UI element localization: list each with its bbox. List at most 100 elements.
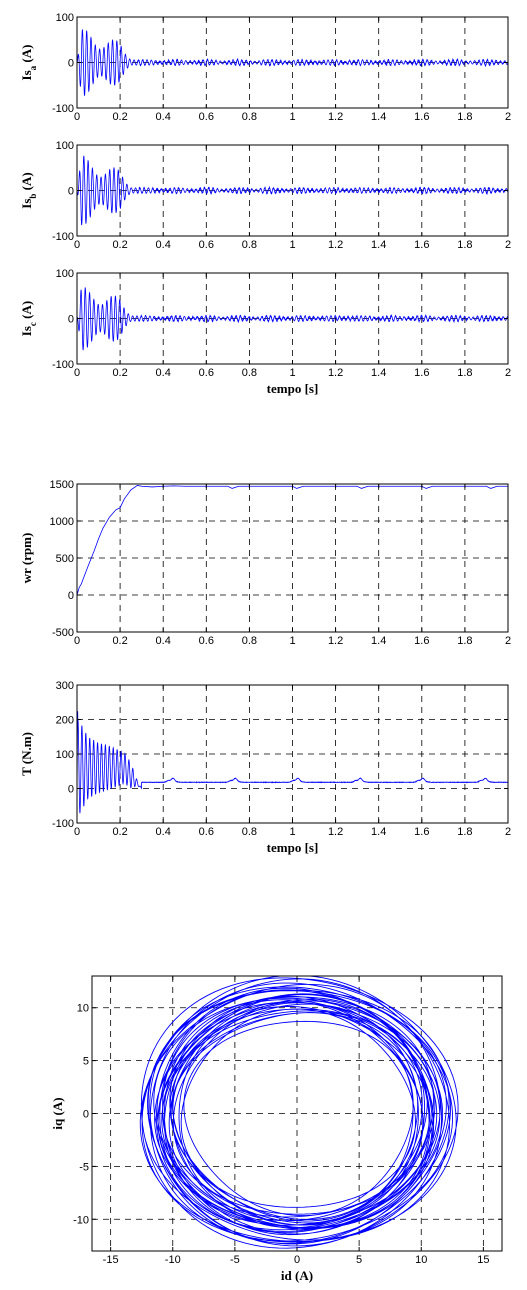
x-tick-label: 0.2 (112, 239, 127, 251)
x-tick-label: 1.6 (414, 239, 429, 251)
x-tick-label: 2 (505, 239, 511, 251)
x-tick-label: -15 (103, 1254, 119, 1266)
chart-panel-5: 0 0.2 0.4 0.6 0.8 1 1.2 1.4 1.6 1.8 2-100010020030… (19, 680, 511, 855)
data-series-line (139, 976, 459, 1249)
y-tick-label: 0 (68, 186, 74, 198)
x-tick-label: 0.6 (199, 826, 214, 838)
x-tick-label: 2 (505, 826, 511, 838)
x-tick-label: 2 (505, 635, 511, 647)
y-axis-label: Isb (A) (19, 172, 38, 208)
y-tick-label: 100 (56, 268, 74, 280)
y-tick-label: 300 (56, 680, 74, 692)
y-tick-label: -100 (52, 359, 74, 371)
x-tick-label: 0.6 (199, 367, 214, 379)
x-tick-label: 1.6 (414, 367, 429, 379)
x-tick-label: 1.2 (328, 367, 343, 379)
x-tick-label: 1.4 (371, 239, 386, 251)
x-tick-label: 1.2 (328, 239, 343, 251)
x-tick-label: 0.6 (199, 239, 214, 251)
y-tick-label: 0 (68, 58, 74, 70)
x-tick-label: 10 (415, 1254, 427, 1266)
y-tick-label: 1000 (50, 516, 74, 528)
x-tick-label: 1.8 (457, 635, 472, 647)
x-tick-label: 0.4 (156, 826, 171, 838)
data-series-line (77, 711, 508, 814)
x-tick-label: 0.8 (242, 635, 257, 647)
x-tick-label: 0.6 (199, 111, 214, 123)
x-tick-label: 0 (74, 239, 80, 251)
x-tick-label: 0.8 (242, 367, 257, 379)
x-tick-label: 0 (74, 367, 80, 379)
y-tick-label: 0 (68, 590, 74, 602)
x-tick-label: 2 (505, 367, 511, 379)
x-axis-label: tempo [s] (267, 840, 319, 855)
x-tick-label: 1 (289, 826, 295, 838)
y-axis-label: T (N.m) (19, 732, 34, 776)
x-tick-label: 5 (356, 1254, 362, 1266)
x-tick-label: 1.6 (414, 826, 429, 838)
y-axis-label: Isc (A) (19, 301, 38, 336)
x-tick-label: 1.2 (328, 826, 343, 838)
x-axis-label: tempo [s] (267, 381, 319, 396)
y-tick-label: -10 (73, 1214, 89, 1226)
x-tick-label: 1 (289, 635, 295, 647)
x-tick-label: 1.6 (414, 635, 429, 647)
y-axis-label: wr (rpm) (19, 533, 34, 584)
x-tick-label: 1.2 (328, 111, 343, 123)
data-series-line (77, 287, 508, 351)
y-tick-label: -500 (52, 627, 74, 639)
x-tick-label: 1 (289, 239, 295, 251)
chart-panel-4: 0 0.2 0.4 0.6 0.8 1 1.2 1.4 1.6 1.8 2-500050010001… (19, 479, 511, 647)
y-tick-label: -100 (52, 231, 74, 243)
data-series-line (77, 29, 508, 96)
y-tick-label: 100 (56, 140, 74, 152)
data-series-line (77, 485, 508, 596)
y-tick-label: 200 (56, 715, 74, 727)
x-tick-label: 2 (505, 111, 511, 123)
y-axis-label: Isa (A) (19, 45, 38, 81)
x-tick-label: 1.8 (457, 367, 472, 379)
x-tick-label: 1.4 (371, 826, 386, 838)
x-tick-label: 1.8 (457, 239, 472, 251)
y-tick-label: -100 (52, 818, 74, 830)
x-tick-label: 1.4 (371, 111, 386, 123)
data-series-line (77, 155, 508, 226)
x-tick-label: 1.2 (328, 635, 343, 647)
x-tick-label: 1.6 (414, 111, 429, 123)
y-tick-label: 5 (83, 1056, 89, 1068)
y-axis-label: iq (A) (50, 1097, 65, 1129)
y-tick-label: 500 (56, 553, 74, 565)
y-tick-label: 100 (56, 749, 74, 761)
y-tick-label: 1500 (50, 479, 74, 491)
y-tick-label: 0 (83, 1109, 89, 1121)
x-tick-label: 1.4 (371, 635, 386, 647)
chart-panel-6: -15 -10 -5 0 5 10 15 -10 -5 0 5 10 iq (A) id (A) (50, 975, 503, 1283)
x-tick-label: 0 (294, 1254, 300, 1266)
x-tick-label: 0 (74, 111, 80, 123)
y-tick-label: 0 (68, 314, 74, 326)
x-tick-label: 1 (289, 111, 295, 123)
x-tick-label: -10 (165, 1254, 181, 1266)
x-tick-label: 1.8 (457, 826, 472, 838)
x-tick-label: 0.4 (156, 111, 171, 123)
x-tick-label: 1.4 (371, 367, 386, 379)
x-tick-label: 15 (477, 1254, 489, 1266)
x-tick-label: 0.2 (112, 111, 127, 123)
x-tick-label: 0.8 (242, 111, 257, 123)
y-tick-label: 0 (68, 784, 74, 796)
x-tick-label: 0.4 (156, 367, 171, 379)
x-tick-label: 1.8 (457, 111, 472, 123)
x-tick-label: 0.2 (112, 367, 127, 379)
x-tick-label: -5 (230, 1254, 240, 1266)
x-tick-label: 0.4 (156, 635, 171, 647)
y-tick-label: -100 (52, 103, 74, 115)
y-tick-label: 100 (56, 12, 74, 24)
y-tick-label: -5 (79, 1161, 89, 1173)
x-tick-label: 0.8 (242, 239, 257, 251)
x-tick-label: 1 (289, 367, 295, 379)
x-axis-label: id (A) (281, 1268, 313, 1283)
